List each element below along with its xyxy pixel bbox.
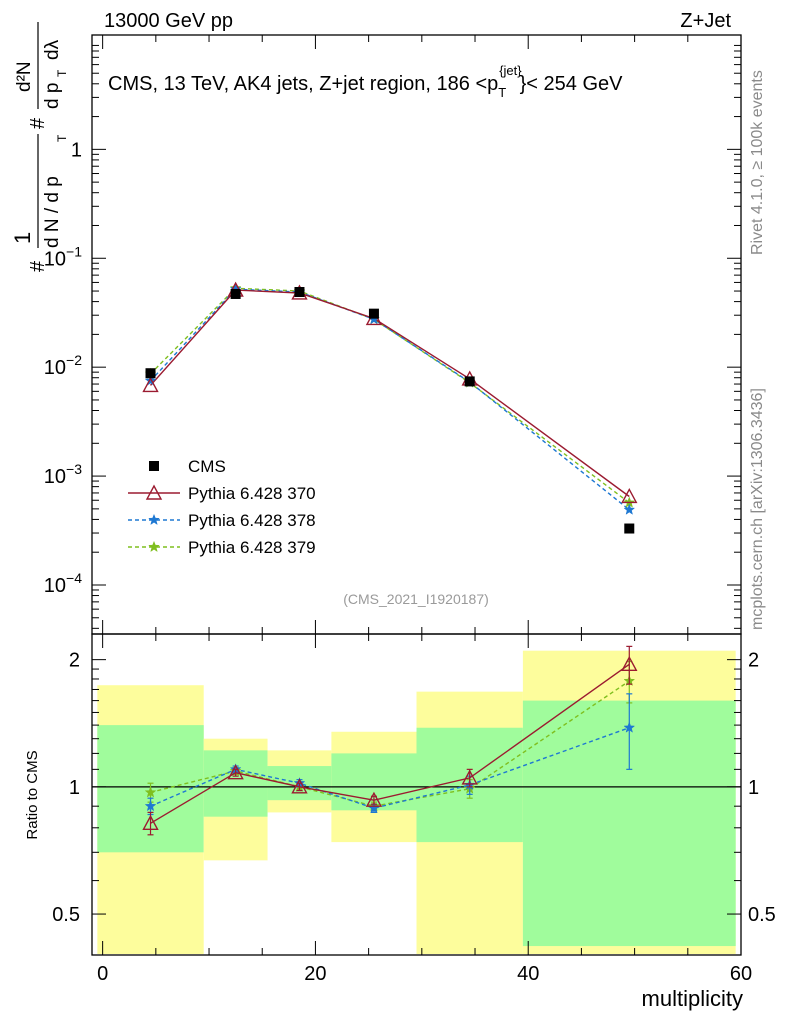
main-ytick-label--1: 10−1	[44, 243, 82, 270]
ratio-frame	[91, 633, 742, 956]
main-point-s0-3	[368, 308, 379, 319]
main-ytick-label-0: 1	[71, 139, 82, 161]
legend-marker-3	[148, 540, 160, 553]
ylabel-dp: d p	[42, 83, 63, 109]
ratio-point-s2-5	[623, 721, 636, 733]
main-ytick-label-exp: −4	[66, 570, 82, 586]
legend-label-3: Pythia 6.428 379	[188, 538, 316, 557]
legend-label-1: Pythia 6.428 370	[188, 484, 316, 503]
legend-marker-2	[148, 513, 160, 526]
rivet-version-label: Rivet 4.1.0, ≥ 100k events	[749, 70, 766, 255]
main-ytick-label-exp: −1	[66, 243, 82, 259]
ratio-line-series-2	[150, 727, 630, 809]
ratio-bands	[97, 650, 736, 954]
title-post: }< 254 GeV	[520, 73, 624, 95]
main-line-series-2	[149, 288, 630, 511]
main-point-s0-1	[230, 288, 241, 299]
legend-label-0: CMS	[188, 457, 226, 476]
ylabel-t1: T	[55, 134, 69, 142]
x-tick-label-60: 60	[730, 963, 752, 985]
ratio-point-s2-0	[144, 799, 157, 812]
main-point-s1-5	[621, 487, 638, 504]
ylabel-one: 1	[10, 232, 35, 244]
ratio-ytick-label-right-2: 2	[748, 650, 759, 672]
legend-marker-1	[145, 484, 163, 500]
legend: CMS Pythia 6.428 370 Pythia 6.428 378 Pythi…	[128, 457, 316, 557]
main-line-series-1	[149, 289, 630, 498]
main-point-s0-2	[294, 287, 305, 298]
main-ytick-label--4: 10−4	[44, 570, 82, 597]
ratio-band-green-1	[203, 750, 268, 817]
main-ytick-label-base: 10	[44, 248, 66, 270]
header-right-label: Z+Jet	[680, 10, 731, 32]
ratio-point-s1-1	[227, 764, 244, 780]
ylabel-d2n: d²N	[14, 61, 35, 92]
legend-label-2: Pythia 6.428 378	[188, 511, 316, 530]
ratio-ytick-label-left-2: 2	[69, 650, 80, 672]
ylabel-hash1: #	[27, 260, 49, 272]
main-ylabel: # 1 d N / d p T # d²N d p T dλ	[10, 22, 69, 272]
x-axis-label: multiplicity	[642, 986, 743, 1011]
ratio-ytick-label-left-0.5: 0.5	[52, 904, 80, 926]
main-title: CMS, 13 TeV, AK4 jets, Z+jet region, 186…	[108, 63, 623, 100]
header-left-label: 13000 GeV pp	[104, 10, 233, 32]
main-point-s2-5	[623, 503, 636, 515]
mcplots-label: mcplots.cern.ch [arXiv:1306.3436]	[749, 388, 766, 630]
title-pre: CMS, 13 TeV, AK4 jets, Z+jet region, 186…	[108, 73, 498, 95]
main-ytick-label-base: 10	[44, 466, 66, 488]
title-sub: T	[498, 85, 506, 100]
main-point-s0-5	[624, 523, 635, 534]
main-point-s0-4	[464, 376, 475, 387]
ratio-point-s1-3	[365, 791, 383, 807]
x-tick-label-0: 0	[97, 963, 108, 985]
main-ytick-label-exp: −3	[66, 461, 82, 477]
ylabel-t2: T	[55, 69, 69, 77]
ratio-point-s1-0	[142, 814, 159, 830]
ratio-point-s1-5	[621, 655, 638, 671]
main-ytick-label-base: 10	[44, 575, 66, 597]
ratio-point-s1-2	[291, 778, 308, 794]
ratio-plot-layer	[92, 645, 741, 836]
main-point-s1-0	[142, 376, 159, 393]
ratio-line-series-1	[150, 663, 630, 824]
x-tick-label-40: 40	[517, 963, 539, 985]
analysis-label: (CMS_2021_I1920187)	[343, 591, 489, 607]
ratio-ytick-label-left-1: 1	[69, 777, 80, 799]
main-point-s2-0	[144, 374, 157, 386]
x-tick-label-20: 20	[304, 963, 326, 985]
ratio-line-series-3	[150, 680, 630, 807]
ratio-point-s3-0	[144, 786, 157, 798]
main-point-s0-0	[145, 368, 156, 379]
main-ytick-label--3: 10−3	[44, 461, 82, 488]
ratio-ylabel: Ratio to CMS	[24, 750, 41, 839]
ylabel-dn: d N / d p	[42, 176, 63, 248]
title-sup: {jet}	[499, 63, 522, 78]
main-plot-layer	[142, 281, 638, 534]
legend-marker-0	[149, 461, 159, 471]
main-ytick-label-base: 10	[44, 357, 66, 379]
ratio-ytick-label-right-0.5: 0.5	[748, 904, 776, 926]
ylabel-dl: dλ	[42, 39, 63, 60]
ratio-ytick-label-right-1: 1	[748, 777, 759, 799]
ratio-point-s1-4	[461, 769, 478, 785]
main-ytick-label-exp: −2	[66, 352, 82, 368]
main-ytick-label--2: 10−2	[44, 352, 82, 379]
ylabel-hash2: #	[27, 117, 49, 129]
